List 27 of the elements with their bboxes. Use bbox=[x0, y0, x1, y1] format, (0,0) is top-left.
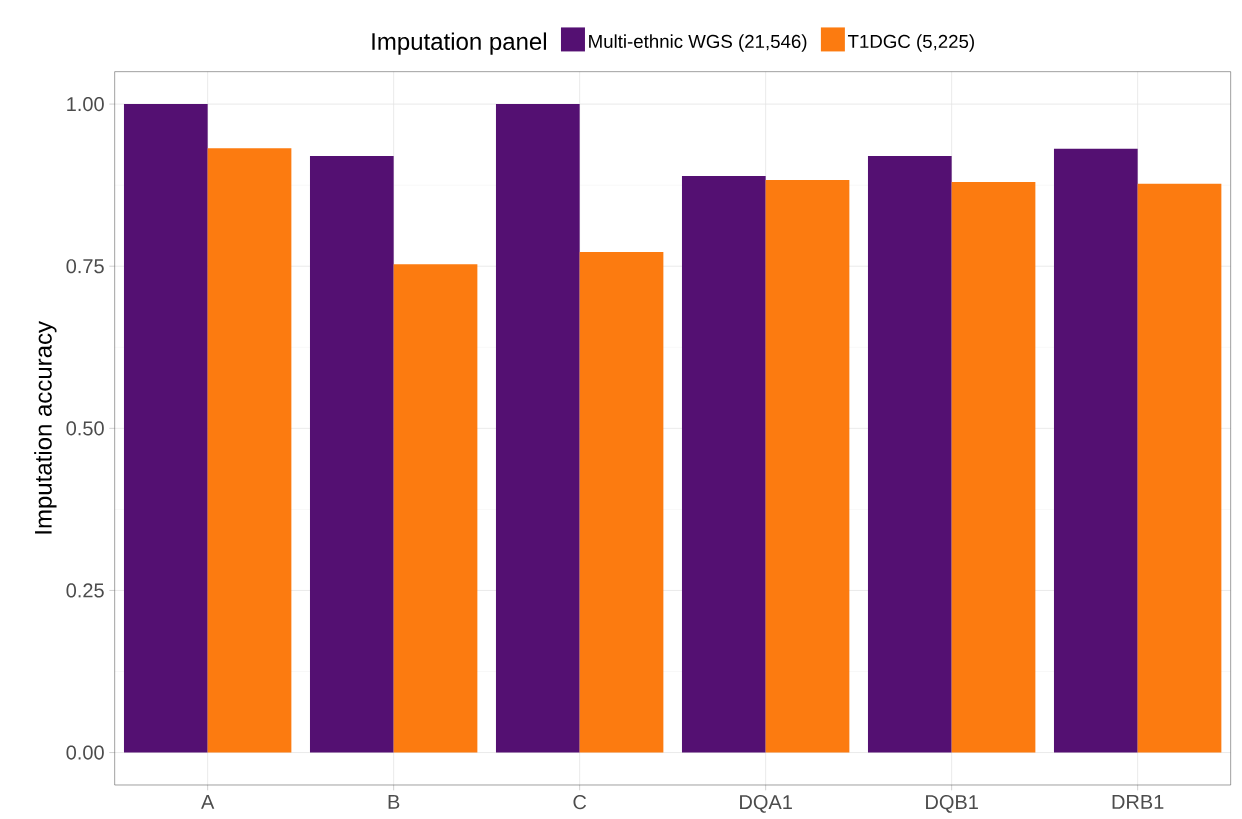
bar bbox=[1053, 148, 1138, 753]
bar bbox=[207, 148, 292, 753]
bar bbox=[951, 181, 1036, 753]
bar bbox=[1137, 183, 1222, 753]
bar bbox=[123, 104, 208, 753]
x-tick-label: DQA1 bbox=[740, 795, 792, 813]
y-tick-label: 0.50 bbox=[66, 421, 104, 436]
y-tick-label: 0.00 bbox=[66, 745, 104, 760]
bar bbox=[309, 155, 394, 753]
legend-label: Multi-ethnic WGS (21,546) bbox=[589, 34, 807, 52]
bar bbox=[681, 176, 766, 753]
x-tick-label: B bbox=[388, 795, 400, 809]
legend-title: Imputation panel bbox=[372, 32, 546, 55]
y-axis-title: Imputation accuracy bbox=[34, 321, 57, 534]
y-tick-label: 0.75 bbox=[66, 259, 104, 274]
x-tick-label: DRB1 bbox=[1112, 795, 1164, 809]
y-tick-label: 1.00 bbox=[67, 97, 104, 112]
bar bbox=[579, 251, 664, 753]
bar bbox=[867, 155, 952, 753]
bar bbox=[393, 264, 478, 753]
legend-label: T1DGC (5,225) bbox=[847, 34, 974, 52]
x-tick-label: C bbox=[573, 795, 587, 810]
x-tick-label: DQB1 bbox=[926, 795, 978, 813]
x-tick-label: A bbox=[201, 795, 215, 809]
bar bbox=[765, 179, 850, 753]
y-tick-label: 0.25 bbox=[66, 583, 104, 598]
bar bbox=[495, 104, 580, 753]
